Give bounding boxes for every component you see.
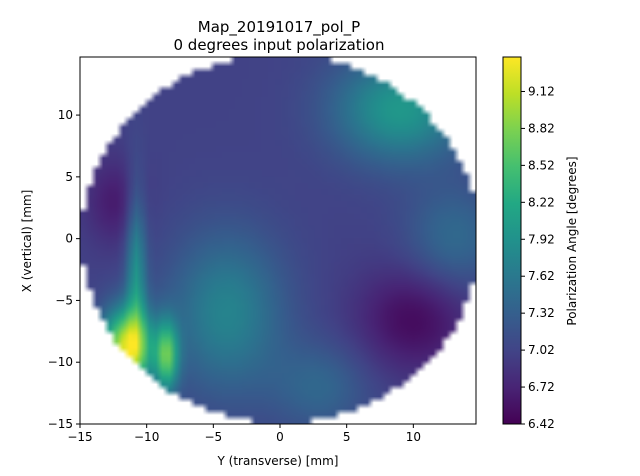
colorbar-tick-label: 8.52 (528, 158, 555, 172)
plot-frame (79, 56, 477, 425)
y-tick-label: −10 (48, 355, 73, 369)
colorbar-tick-label: 7.92 (528, 232, 555, 246)
y-tick-label: 10 (58, 108, 73, 122)
chart-title: Map_20191017_pol_P (198, 18, 360, 37)
colorbar-label: Polarization Angle [degrees] (565, 156, 579, 325)
x-tick-label: −15 (67, 430, 92, 444)
colorbar-ticks: 6.42 6.72 7.02 7.32 7.62 7.92 8.22 8.52 8.82 9.12 (521, 84, 555, 431)
y-tick-label: 0 (65, 232, 73, 246)
y-tick-label: 5 (65, 170, 73, 184)
x-tick-label: 10 (406, 430, 421, 444)
x-axis-label: Y (transverse) [mm] (217, 454, 339, 468)
y-axis-label: X (vertical) [mm] (20, 190, 34, 293)
y-tick-label: −15 (48, 417, 73, 431)
colorbar-tick-label: 8.22 (528, 195, 555, 209)
colorbar-tick-label: 6.72 (528, 380, 555, 394)
x-tick-label: 0 (276, 430, 284, 444)
x-tick-label: −10 (134, 430, 159, 444)
heatmap-image (80, 57, 476, 424)
x-axis: −15 −10 −5 0 5 10 (67, 424, 421, 444)
x-tick-label: −5 (204, 430, 222, 444)
heatmap-plot: −15 −10 −5 0 5 10 −15 −10 −5 0 5 10 (48, 56, 477, 444)
colorbar-tick-label: 7.02 (528, 343, 555, 357)
y-tick-label: −5 (55, 293, 73, 307)
colorbar-tick-label: 7.62 (528, 269, 555, 283)
y-axis: −15 −10 −5 0 5 10 (48, 108, 80, 431)
colorbar-tick-label: 9.12 (528, 84, 555, 98)
chart-subtitle: 0 degrees input polarization (173, 36, 384, 54)
colorbar-tick-label: 6.42 (528, 417, 555, 431)
colorbar-tick-label: 7.32 (528, 306, 555, 320)
colorbar: 6.42 6.72 7.02 7.32 7.62 7.92 8.22 8.52 8.82 9.12 (502, 56, 555, 431)
colorbar-tick-label: 8.82 (528, 121, 555, 135)
x-tick-label: 5 (343, 430, 351, 444)
colorbar-gradient (502, 56, 522, 425)
